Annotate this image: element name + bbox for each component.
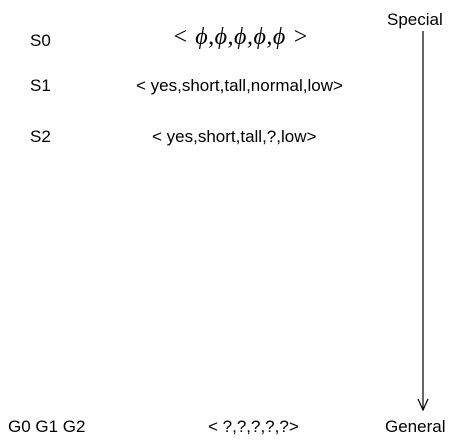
arrow-head xyxy=(417,398,429,412)
s1-label: S1 xyxy=(30,76,51,95)
g-label: G0 G1 G2 xyxy=(8,417,86,436)
general-label: General xyxy=(385,417,446,436)
g-hypothesis: < ?,?,?,?,?> xyxy=(208,417,299,436)
s1-hypothesis: < yes,short,tall,normal,low> xyxy=(136,76,343,95)
special-label: Special xyxy=(387,10,443,29)
s0-hypothesis: < ϕ,ϕ,ϕ,ϕ,ϕ > xyxy=(172,24,309,50)
s2-hypothesis: < yes,short,tall,?,low> xyxy=(152,127,317,146)
s0-label: S0 xyxy=(30,31,51,50)
s2-label: S2 xyxy=(30,127,51,146)
